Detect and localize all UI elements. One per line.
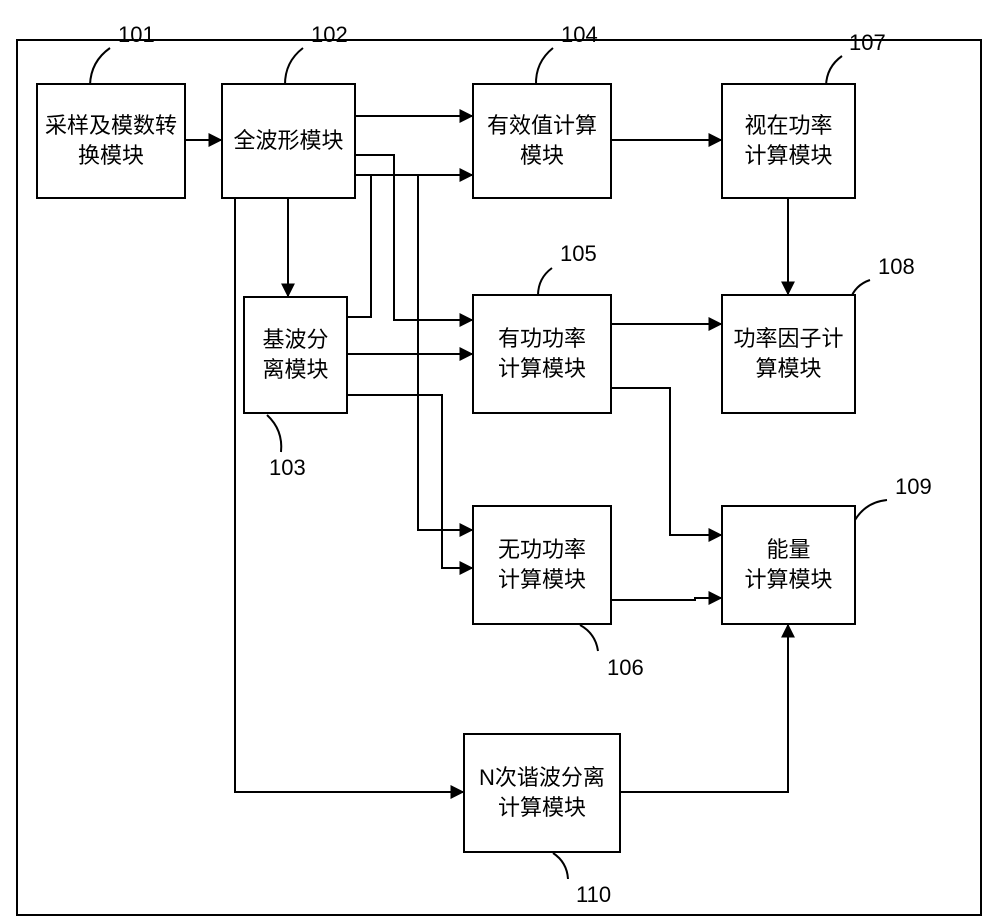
- ref-label-110: 110: [576, 882, 611, 908]
- node-label: 采样及模数转 换模块: [45, 111, 177, 170]
- node-label: 能量 计算模块: [744, 535, 832, 594]
- ref-label-103: 103: [269, 455, 306, 481]
- ref-label-108: 108: [878, 254, 915, 280]
- node-n103: 基波分 离模块: [243, 296, 348, 414]
- ref-label-109: 109: [895, 474, 932, 500]
- node-label: 基波分 离模块: [262, 325, 328, 384]
- ref-label-107: 107: [849, 30, 886, 56]
- node-label: 有功功率 计算模块: [498, 324, 586, 383]
- node-n105: 有功功率 计算模块: [472, 294, 612, 414]
- ref-label-106: 106: [607, 655, 644, 681]
- node-n101: 采样及模数转 换模块: [36, 83, 186, 199]
- ref-label-102: 102: [311, 22, 348, 48]
- node-label: N次谐波分离 计算模块: [479, 763, 605, 822]
- node-n104: 有效值计算 模块: [472, 83, 612, 199]
- node-n106: 无功功率 计算模块: [472, 505, 612, 625]
- ref-label-104: 104: [561, 22, 598, 48]
- node-label: 无功功率 计算模块: [498, 535, 586, 594]
- node-n107: 视在功率 计算模块: [721, 83, 856, 199]
- node-n102: 全波形模块: [221, 83, 356, 199]
- node-n110: N次谐波分离 计算模块: [463, 733, 621, 853]
- ref-label-105: 105: [560, 241, 597, 267]
- node-label: 全波形模块: [233, 126, 343, 156]
- node-label: 功率因子计 算模块: [733, 324, 843, 383]
- node-n108: 功率因子计 算模块: [721, 294, 856, 414]
- node-n109: 能量 计算模块: [721, 505, 856, 625]
- ref-label-101: 101: [118, 22, 155, 48]
- node-label: 有效值计算 模块: [487, 111, 597, 170]
- diagram-canvas: 采样及模数转 换模块 101 全波形模块 102 有效值计算 模块 104 视在功率 计算模…: [0, 0, 1000, 921]
- node-label: 视在功率 计算模块: [744, 111, 832, 170]
